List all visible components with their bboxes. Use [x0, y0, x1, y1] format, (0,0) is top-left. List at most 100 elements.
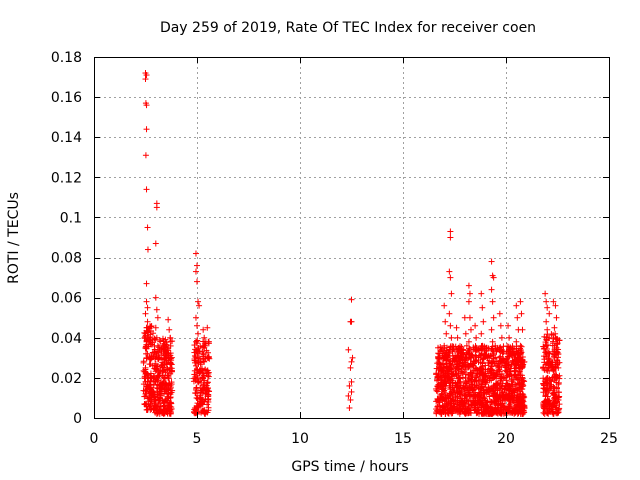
data-point: [505, 394, 512, 401]
data-point: [201, 334, 208, 341]
data-point: [167, 364, 174, 371]
data-point: [546, 406, 553, 413]
data-point: [490, 386, 497, 393]
data-point: [475, 389, 482, 396]
data-point: [454, 394, 461, 401]
data-point: [552, 302, 559, 309]
data-point: [499, 393, 506, 400]
data-point: [513, 302, 520, 309]
data-point: [461, 354, 468, 361]
data-point: [514, 314, 521, 321]
data-point: [479, 409, 486, 416]
data-point: [441, 342, 448, 349]
data-point: [462, 402, 469, 409]
data-point: [466, 386, 473, 393]
data-point: [202, 366, 209, 373]
data-point: [508, 352, 515, 359]
data-point: [505, 408, 512, 415]
data-point: [200, 350, 207, 357]
data-point: [145, 398, 152, 405]
data-point: [143, 402, 150, 409]
data-point: [518, 395, 525, 402]
data-point: [194, 394, 200, 401]
data-point: [200, 338, 207, 345]
data-point: [497, 394, 504, 401]
y-tick-label: 0.04: [51, 331, 82, 347]
data-point: [446, 346, 453, 353]
data-point: [507, 346, 514, 353]
data-point: [546, 382, 553, 389]
data-point: [204, 379, 211, 386]
data-point: [443, 400, 450, 407]
data-point: [435, 374, 442, 381]
data-point: [459, 374, 466, 381]
data-point: [434, 377, 441, 384]
data-point: [205, 338, 212, 345]
data-point: [443, 366, 450, 373]
data-point: [156, 394, 163, 401]
data-point: [156, 346, 163, 353]
data-point: [437, 364, 444, 371]
data-point: [496, 310, 503, 317]
data-point: [161, 366, 168, 373]
data-point: [512, 354, 519, 361]
y-axis-title: ROTI / TECUs: [6, 192, 22, 284]
data-point: [455, 347, 462, 354]
data-point: [439, 404, 446, 411]
data-point: [348, 378, 355, 385]
data-point: [198, 387, 205, 394]
data-point: [478, 366, 485, 373]
data-point: [540, 364, 547, 371]
data-point: [478, 350, 485, 357]
data-point: [544, 304, 551, 311]
data-point: [553, 349, 560, 356]
data-point: [441, 302, 448, 309]
data-point: [140, 358, 147, 365]
data-point: [446, 382, 453, 389]
data-point: [192, 250, 199, 257]
data-point: [450, 388, 457, 395]
data-point: [497, 322, 504, 329]
data-point: [488, 258, 495, 265]
data-point: [509, 381, 516, 388]
data-point: [204, 324, 211, 331]
data-point: [484, 377, 491, 384]
data-point: [153, 334, 160, 341]
data-point: [480, 354, 487, 361]
data-point: [146, 394, 153, 401]
data-point: [447, 394, 454, 401]
data-point: [349, 354, 356, 361]
data-point: [194, 370, 200, 377]
data-point: [489, 298, 496, 305]
data-point: [553, 336, 560, 343]
data-point: [435, 344, 442, 351]
data-point: [483, 344, 490, 351]
data-point: [153, 204, 160, 211]
data-point: [147, 328, 154, 335]
y-tick-label: 0: [73, 411, 82, 427]
data-point: [543, 342, 550, 349]
data-point: [165, 344, 172, 351]
data-point: [204, 354, 211, 361]
data-point: [506, 402, 513, 409]
data-point: [151, 406, 158, 413]
data-point: [151, 348, 158, 355]
data-point: [163, 382, 170, 389]
data-point: [515, 410, 522, 417]
data-point: [467, 326, 474, 333]
data-point: [479, 304, 486, 311]
data-point: [163, 349, 170, 356]
data-point: [164, 345, 171, 352]
data-point: [466, 314, 473, 321]
data-point: [144, 334, 151, 341]
data-point: [455, 344, 462, 351]
data-point: [513, 374, 520, 381]
data-point: [488, 398, 495, 405]
data-point: [478, 330, 485, 337]
data-point: [143, 126, 150, 133]
data-point: [515, 398, 522, 405]
data-point: [519, 397, 526, 404]
data-point: [192, 389, 199, 396]
data-point: [154, 342, 161, 349]
data-point: [474, 382, 481, 389]
